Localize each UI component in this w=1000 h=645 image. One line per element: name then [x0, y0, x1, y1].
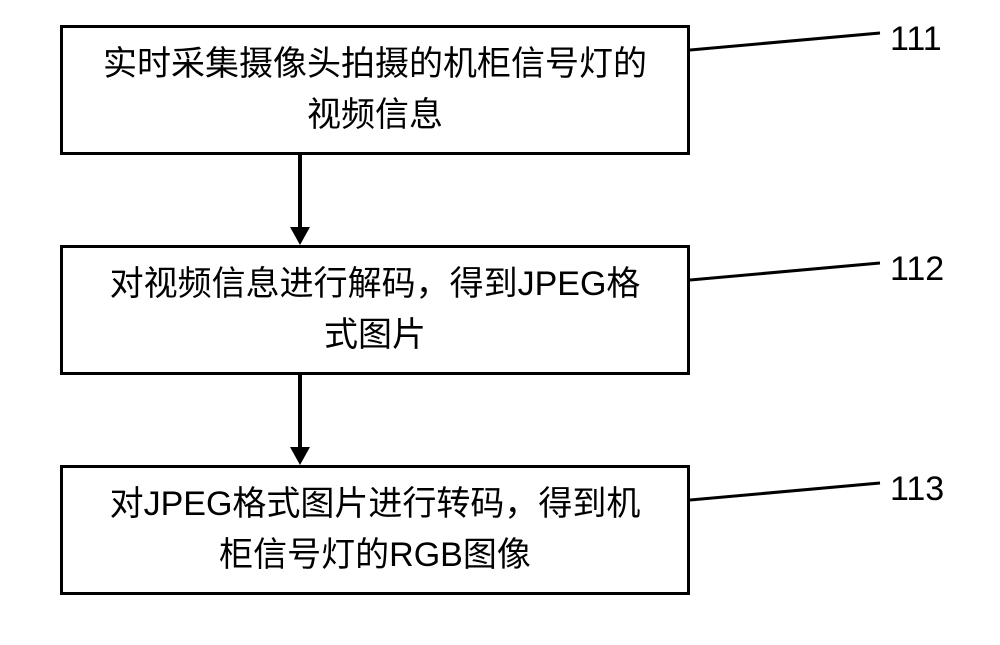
flow-box-112: 对视频信息进行解码，得到JPEG格式图片 — [60, 245, 690, 375]
flowchart-container: 实时采集摄像头拍摄的机柜信号灯的视频信息 111 对视频信息进行解码，得到JPE… — [0, 0, 1000, 645]
flow-box-113-text: 对JPEG格式图片进行转码，得到机柜信号灯的RGB图像 — [93, 479, 657, 581]
flow-box-113: 对JPEG格式图片进行转码，得到机柜信号灯的RGB图像 — [60, 465, 690, 595]
arrow-1-head — [290, 227, 310, 245]
flow-box-111-text: 实时采集摄像头拍摄的机柜信号灯的视频信息 — [93, 39, 657, 141]
label-113: 113 — [890, 470, 944, 509]
label-connector-113 — [690, 475, 890, 515]
arrow-2-head — [290, 447, 310, 465]
label-111: 111 — [890, 20, 942, 59]
label-112: 112 — [890, 250, 944, 289]
arrow-2-line — [298, 375, 302, 447]
flow-box-111: 实时采集摄像头拍摄的机柜信号灯的视频信息 — [60, 25, 690, 155]
arrow-1-line — [298, 155, 302, 227]
label-connector-111 — [690, 25, 890, 65]
flow-box-112-text: 对视频信息进行解码，得到JPEG格式图片 — [93, 259, 657, 361]
label-connector-112 — [690, 255, 890, 295]
